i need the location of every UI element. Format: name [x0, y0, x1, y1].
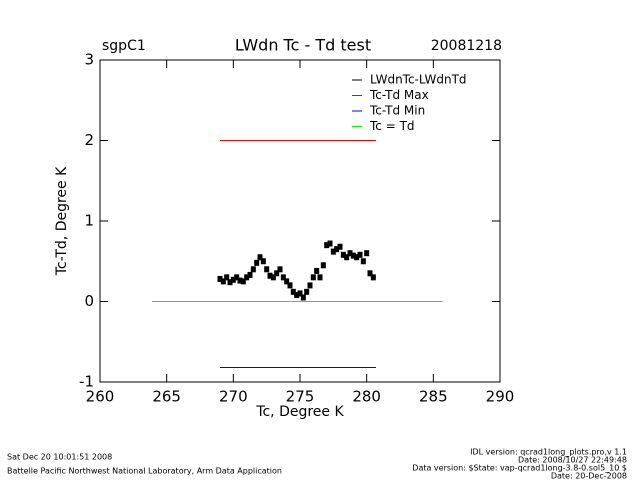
data-point — [244, 274, 250, 281]
data-point — [254, 259, 260, 266]
data-point — [240, 278, 246, 285]
data-point — [300, 294, 306, 301]
footer-left: Battelle Pacific Northwest National Labo… — [7, 467, 282, 476]
x-tick-label: 260 — [86, 388, 115, 406]
data-point — [257, 254, 263, 261]
data-point — [317, 274, 323, 281]
data-point — [260, 258, 266, 265]
data-point — [290, 288, 296, 295]
x-tick-label: 265 — [152, 388, 181, 406]
data-point — [280, 274, 286, 281]
y-tick-label: -1 — [79, 373, 94, 391]
x-tick-label: 285 — [419, 388, 448, 406]
legend-label: Tc-Td Min — [369, 104, 425, 118]
y-tick-label: 0 — [84, 292, 94, 310]
data-point — [310, 274, 316, 281]
data-point — [224, 274, 230, 281]
y-axis-label: Tc-Td, Degree K — [54, 166, 70, 276]
data-point — [287, 282, 293, 289]
data-point — [334, 246, 340, 253]
data-point — [274, 270, 280, 277]
data-point — [270, 274, 276, 281]
data-point — [220, 278, 226, 285]
data-point — [264, 266, 270, 273]
data-point — [320, 262, 326, 269]
data-point — [367, 270, 373, 277]
x-tick-label: 275 — [286, 388, 315, 406]
data-point — [277, 266, 283, 273]
footer-left: Sat Dec 20 10:01:51 2008 — [7, 453, 112, 462]
data-point — [360, 258, 366, 265]
data-point — [327, 240, 333, 247]
y-tick-label: 2 — [84, 131, 94, 149]
y-tick-label: 3 — [84, 51, 94, 69]
legend-label: Tc = Td — [369, 119, 415, 133]
data-point — [357, 251, 363, 258]
data-point — [297, 290, 303, 297]
data-point — [340, 251, 346, 258]
data-point — [364, 250, 370, 257]
data-point — [330, 248, 336, 255]
legend-label: Tc-Td Max — [369, 88, 429, 102]
data-point — [284, 278, 290, 285]
site-label: sgpC1 — [102, 38, 146, 54]
data-point — [324, 242, 330, 249]
footer-right: Date: 2008/10/27 22:49:48 — [518, 456, 627, 465]
data-point — [354, 254, 360, 261]
data-point — [227, 279, 233, 286]
data-point — [267, 272, 273, 279]
chart-title: LWdn Tc - Td test — [235, 36, 371, 55]
data-point — [344, 254, 350, 261]
data-point — [217, 275, 223, 282]
data-point — [250, 266, 256, 273]
data-point — [307, 282, 313, 289]
data-point — [237, 277, 243, 284]
x-tick-label: 280 — [352, 388, 381, 406]
data-point — [230, 276, 236, 283]
x-axis-label: Tc, Degree K — [255, 404, 344, 420]
data-point — [294, 292, 300, 299]
legend-label: LWdnTc-LWdnTd — [370, 73, 467, 87]
data-point — [247, 271, 253, 278]
data-point — [304, 288, 310, 295]
x-tick-label: 270 — [219, 388, 248, 406]
footer-right: Data version: $State: vap-qcrad1long-3.8… — [412, 464, 627, 473]
data-point — [370, 274, 376, 281]
footer-right: IDL version: qcrad1long_plots.pro,v 1.1 — [470, 448, 627, 457]
y-tick-label: 1 — [84, 212, 94, 230]
data-point — [314, 267, 320, 274]
date-label: 20081218 — [431, 38, 502, 54]
data-point — [347, 250, 353, 257]
data-point — [337, 243, 343, 250]
data-point — [350, 252, 356, 259]
footer-right: Date: 20-Dec-2008 — [551, 472, 627, 480]
x-tick-label: 290 — [486, 388, 515, 406]
data-point — [234, 274, 240, 281]
